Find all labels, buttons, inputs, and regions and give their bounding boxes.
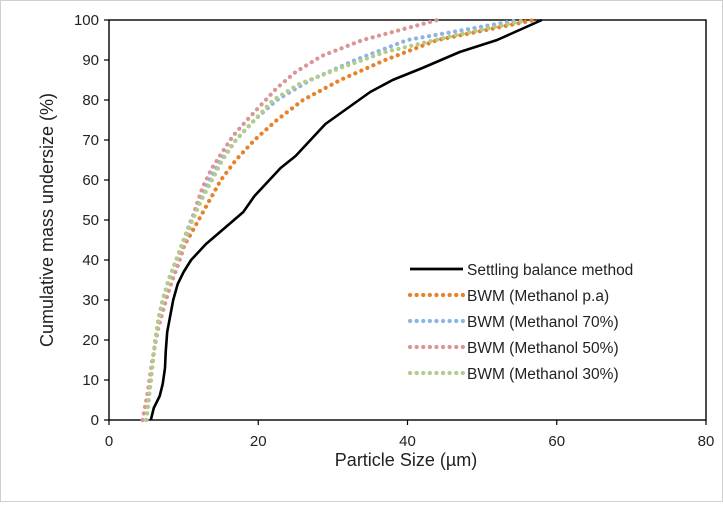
y-tick-label: 20 xyxy=(82,332,99,349)
y-tick-label: 30 xyxy=(82,292,99,309)
y-tick-label: 40 xyxy=(82,252,99,269)
y-tick-label: 90 xyxy=(82,52,99,69)
y-tick-label: 80 xyxy=(82,92,99,109)
y-tick-label: 0 xyxy=(91,412,99,429)
series-line xyxy=(149,18,543,421)
x-tick-label: 0 xyxy=(105,433,113,450)
plot-area xyxy=(108,19,707,421)
axes-layer: 0 10 20 30 40 50 60 70 80 90 100 0 20 40 60 80 xyxy=(74,12,714,450)
y-tick-label: 10 xyxy=(82,372,99,389)
legend-label: BWM (Methanol p.a) xyxy=(467,288,609,305)
plot-border xyxy=(108,19,707,421)
legend-label: Settling balance method xyxy=(467,262,633,279)
y-tick-label: 70 xyxy=(82,132,99,149)
y-tick-label: 100 xyxy=(74,12,99,29)
legend-label: BWM (Methanol 70%) xyxy=(467,314,619,331)
x-tick-label: 40 xyxy=(399,433,416,450)
x-tick-label: 20 xyxy=(250,433,267,450)
series-line xyxy=(144,17,529,423)
legend: Settling balance method BWM (Methanol p.a… xyxy=(407,262,633,383)
x-tick-label: 80 xyxy=(698,433,715,450)
x-tick-label: 60 xyxy=(548,433,565,450)
y-axis-title: Cumulative mass undersize (%) xyxy=(37,93,57,347)
y-tick-label: 60 xyxy=(82,172,99,189)
y-tick-label: 50 xyxy=(82,212,99,229)
legend-label: BWM (Methanol 30%) xyxy=(467,366,619,383)
legend-label: BWM (Methanol 50%) xyxy=(467,340,619,357)
x-axis-title: Particle Size (µm) xyxy=(335,450,477,470)
series-layer xyxy=(140,17,543,423)
